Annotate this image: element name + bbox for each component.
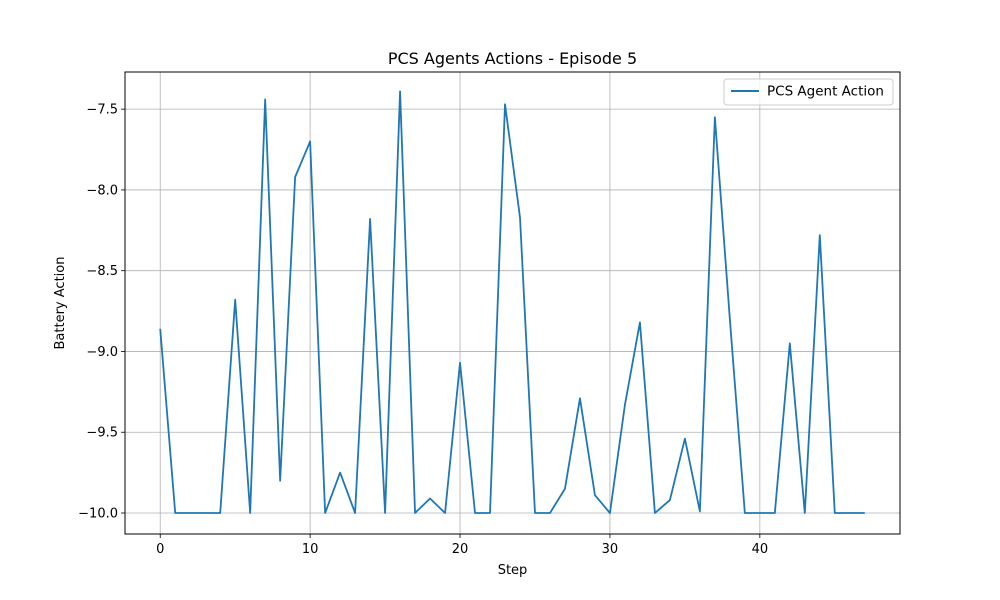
grid bbox=[125, 72, 900, 534]
x-tick-label: 20 bbox=[452, 542, 469, 557]
legend-label: PCS Agent Action bbox=[767, 84, 884, 100]
x-tick-label: 30 bbox=[602, 542, 619, 557]
series-layer bbox=[159, 90, 865, 514]
y-tick-label: −7.5 bbox=[86, 103, 118, 118]
x-tick-label: 0 bbox=[156, 542, 164, 557]
legend: PCS Agent Action bbox=[723, 78, 894, 106]
plot-frame bbox=[124, 71, 901, 535]
x-tick-label: 40 bbox=[752, 542, 769, 557]
y-axis-label: Battery Action bbox=[53, 257, 68, 350]
series-line bbox=[159, 90, 865, 514]
x-tick-label: 10 bbox=[302, 542, 319, 557]
y-tick-label: −8.0 bbox=[86, 183, 118, 198]
chart-title: PCS Agents Actions - Episode 5 bbox=[388, 49, 637, 68]
y-tick-label: −9.0 bbox=[86, 345, 118, 360]
y-tick-label: −9.5 bbox=[86, 426, 118, 441]
y-tick-label: −10.0 bbox=[78, 507, 118, 522]
ticks: 0 10 20 30 40 −10.0 −9.5 −9.0 −8.5 −8.0 −7.5 bbox=[78, 103, 768, 557]
plot-area bbox=[125, 72, 900, 534]
y-tick-label: −8.5 bbox=[86, 264, 118, 279]
x-axis-label: Step bbox=[498, 563, 528, 578]
legend-box bbox=[723, 78, 894, 106]
